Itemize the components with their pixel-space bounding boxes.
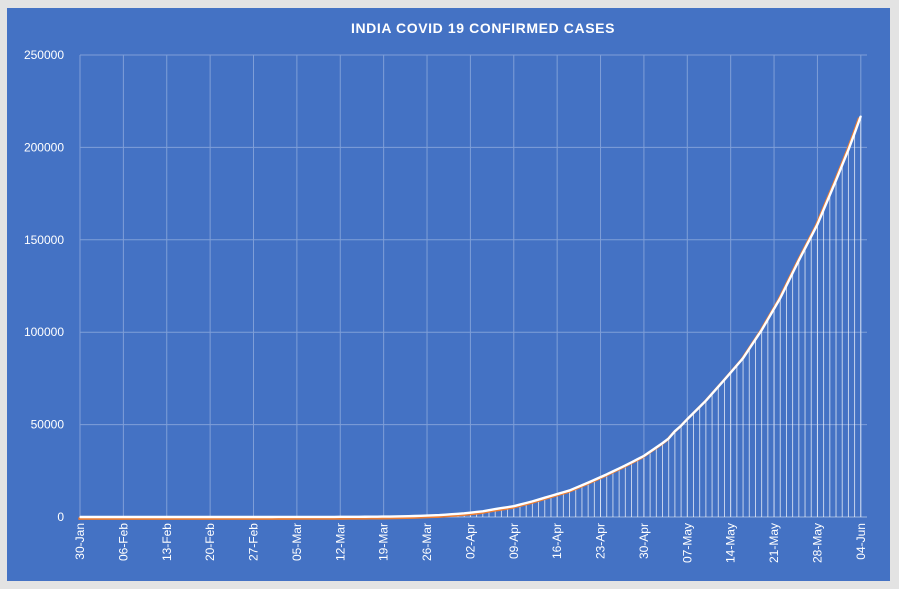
- x-tick-label: 02-Apr: [463, 523, 477, 559]
- x-tick-label: 04-Jun: [854, 523, 868, 560]
- x-tick-label: 13-Feb: [160, 523, 174, 561]
- chart-title: INDIA COVID 19 CONFIRMED CASES: [351, 20, 615, 36]
- y-tick-label: 50000: [31, 418, 65, 432]
- data-point: [680, 424, 682, 427]
- data-point: [271, 516, 273, 518]
- chart-area: INDIA COVID 19 CONFIRMED CASES 0 50000 100…: [7, 8, 890, 581]
- y-tick-label: 250000: [24, 48, 64, 62]
- x-tick-label: 28-May: [810, 523, 824, 563]
- data-point: [705, 399, 707, 402]
- data-point: [389, 515, 391, 518]
- data-point: [327, 516, 329, 518]
- data-point: [438, 514, 441, 516]
- data-point: [643, 455, 645, 457]
- data-point: [779, 297, 782, 299]
- data-point: [674, 430, 676, 432]
- data-point: [413, 515, 416, 517]
- x-tick-label: 23-Apr: [594, 523, 608, 559]
- x-tick-label: 09-Apr: [507, 523, 521, 559]
- data-point: [178, 516, 180, 518]
- x-tick-label: 30-Apr: [637, 523, 651, 559]
- x-tick-label: 06-Feb: [116, 523, 130, 561]
- data-point: [816, 223, 819, 226]
- data-point: [481, 510, 484, 513]
- data-point: [605, 473, 608, 476]
- data-point: [760, 329, 763, 331]
- data-point: [860, 115, 862, 117]
- x-tick-label: 14-May: [724, 523, 738, 563]
- data-point: [853, 132, 856, 135]
- x-tick-label: 16-Apr: [550, 523, 564, 559]
- x-tick-label: 27-Feb: [247, 523, 261, 561]
- data-point: [587, 481, 589, 484]
- x-tick-label: 30-Jan: [73, 523, 87, 560]
- x-tick-label: 21-May: [767, 523, 781, 563]
- series-line: [80, 115, 862, 519]
- data-point: [358, 515, 360, 518]
- data-point: [550, 495, 552, 497]
- y-tick-label: 200000: [24, 140, 64, 154]
- data-point: [79, 516, 81, 518]
- data-point: [661, 442, 664, 444]
- y-tick-label: 0: [57, 510, 64, 524]
- data-point: [531, 500, 534, 503]
- data-point: [568, 489, 571, 492]
- data-point: [742, 357, 744, 359]
- data-point: [624, 464, 627, 467]
- x-tick-label: 12-Mar: [333, 523, 347, 561]
- line-chart: INDIA COVID 19 CONFIRMED CASES 0 50000 100…: [24, 20, 868, 563]
- y-tick-label: 150000: [24, 233, 64, 247]
- x-tick-label: 20-Feb: [203, 523, 217, 561]
- data-point: [835, 179, 837, 182]
- x-tick-label: 05-Mar: [290, 523, 304, 561]
- y-tick-label: 100000: [24, 325, 64, 339]
- data-point: [667, 437, 670, 440]
- data-point: [798, 259, 800, 262]
- x-tick-label: 26-Mar: [420, 523, 434, 561]
- data-point: [847, 148, 850, 151]
- data-point: [494, 508, 496, 510]
- data-point: [723, 378, 726, 381]
- data-point: [686, 418, 689, 420]
- series-line-shadow: [78, 117, 861, 520]
- data-point: [512, 505, 515, 507]
- data-point: [463, 512, 466, 515]
- x-tick-label: 19-Mar: [377, 523, 391, 561]
- x-tick-label: 07-May: [680, 523, 694, 563]
